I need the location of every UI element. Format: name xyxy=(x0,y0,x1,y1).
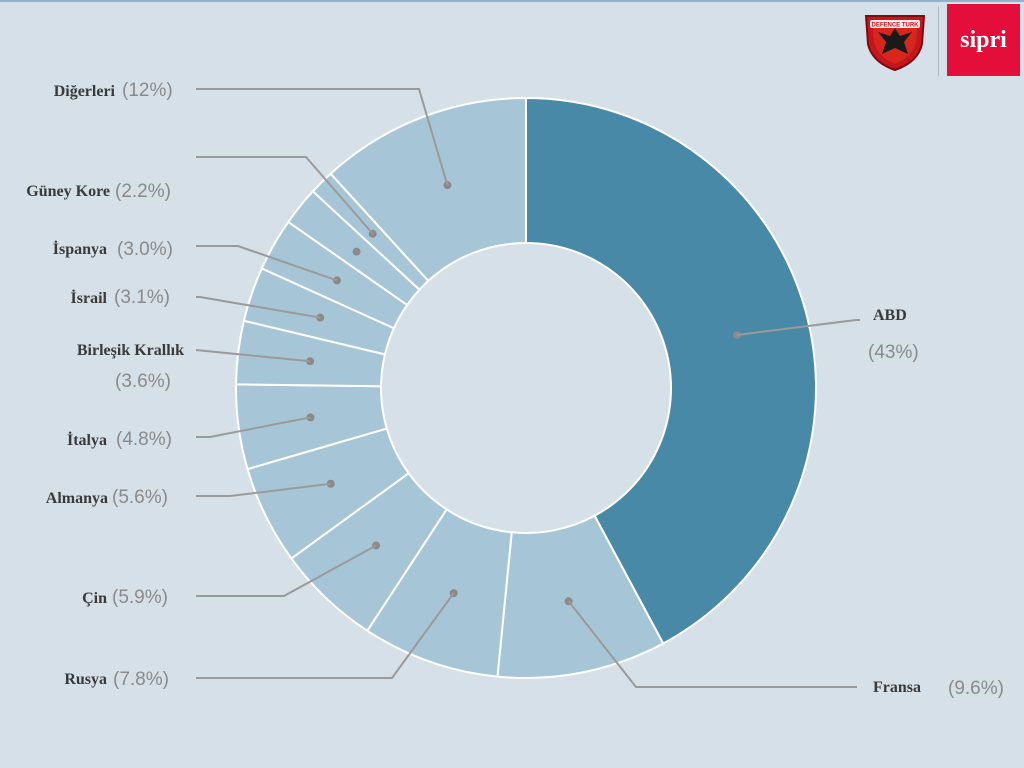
label-ispanya: İspanya xyxy=(53,239,107,258)
pct-rusya: (7.8%) xyxy=(113,669,169,690)
slice-abd xyxy=(525,96,817,645)
leader-dot-guney-kore xyxy=(352,247,361,256)
chart-labels: ABD (43%) Fransa (9.6%) Rusya (7.8%) Çin (5.9%)… xyxy=(26,80,1004,699)
label-guney-kore: Güney Kore xyxy=(26,183,110,200)
pct-italya: (4.8%) xyxy=(116,429,172,450)
pct-abd: (43%) xyxy=(868,342,919,363)
pct-birlesik-krallik: (3.6%) xyxy=(115,371,171,392)
label-fransa: Fransa xyxy=(873,679,921,696)
label-almanya: Almanya xyxy=(46,490,108,507)
pct-cin: (5.9%) xyxy=(112,587,168,608)
leader-line-digerleri xyxy=(196,88,449,186)
leader-line-almanya xyxy=(196,482,331,497)
leader-line-fransa xyxy=(567,600,857,688)
defence-turk-logo-text: DEFENCE TURK xyxy=(871,23,919,29)
leader-line-ispanya xyxy=(196,245,338,282)
leader-line-israil xyxy=(196,296,321,319)
pct-israil: (3.1%) xyxy=(114,287,170,308)
label-abd: ABD xyxy=(873,307,907,324)
label-italya: İtalya xyxy=(67,430,107,449)
chart-slices xyxy=(235,96,817,679)
leader-line-birlesik-krallik xyxy=(195,349,311,363)
chart-leader-lines xyxy=(195,88,860,688)
pct-guney-kore: (2.2%) xyxy=(115,181,171,202)
leader-line-cin xyxy=(196,544,377,597)
label-rusya: Rusya xyxy=(64,671,107,688)
pct-almanya: (5.6%) xyxy=(112,487,168,508)
label-digerleri: Diğerleri xyxy=(54,83,116,100)
pct-fransa: (9.6%) xyxy=(948,678,1004,699)
pct-ispanya: (3.0%) xyxy=(117,239,173,260)
defence-turk-logo: DEFENCE TURK xyxy=(862,10,928,72)
leader-line-italya xyxy=(196,416,311,438)
pct-digerleri: (12%) xyxy=(122,80,173,101)
sipri-logo: sipri xyxy=(947,4,1020,76)
label-birlesik-krallik: Birleşik Krallık xyxy=(77,342,184,359)
leader-line-slice-10 xyxy=(196,156,374,235)
logo-divider xyxy=(938,6,939,76)
top-rule xyxy=(0,0,1024,2)
label-cin: Çin xyxy=(82,590,107,607)
slice-digerleri xyxy=(329,96,527,283)
leader-line-rusya xyxy=(196,592,455,679)
label-israil: İsrail xyxy=(71,288,108,307)
leader-line-abd xyxy=(736,319,860,336)
